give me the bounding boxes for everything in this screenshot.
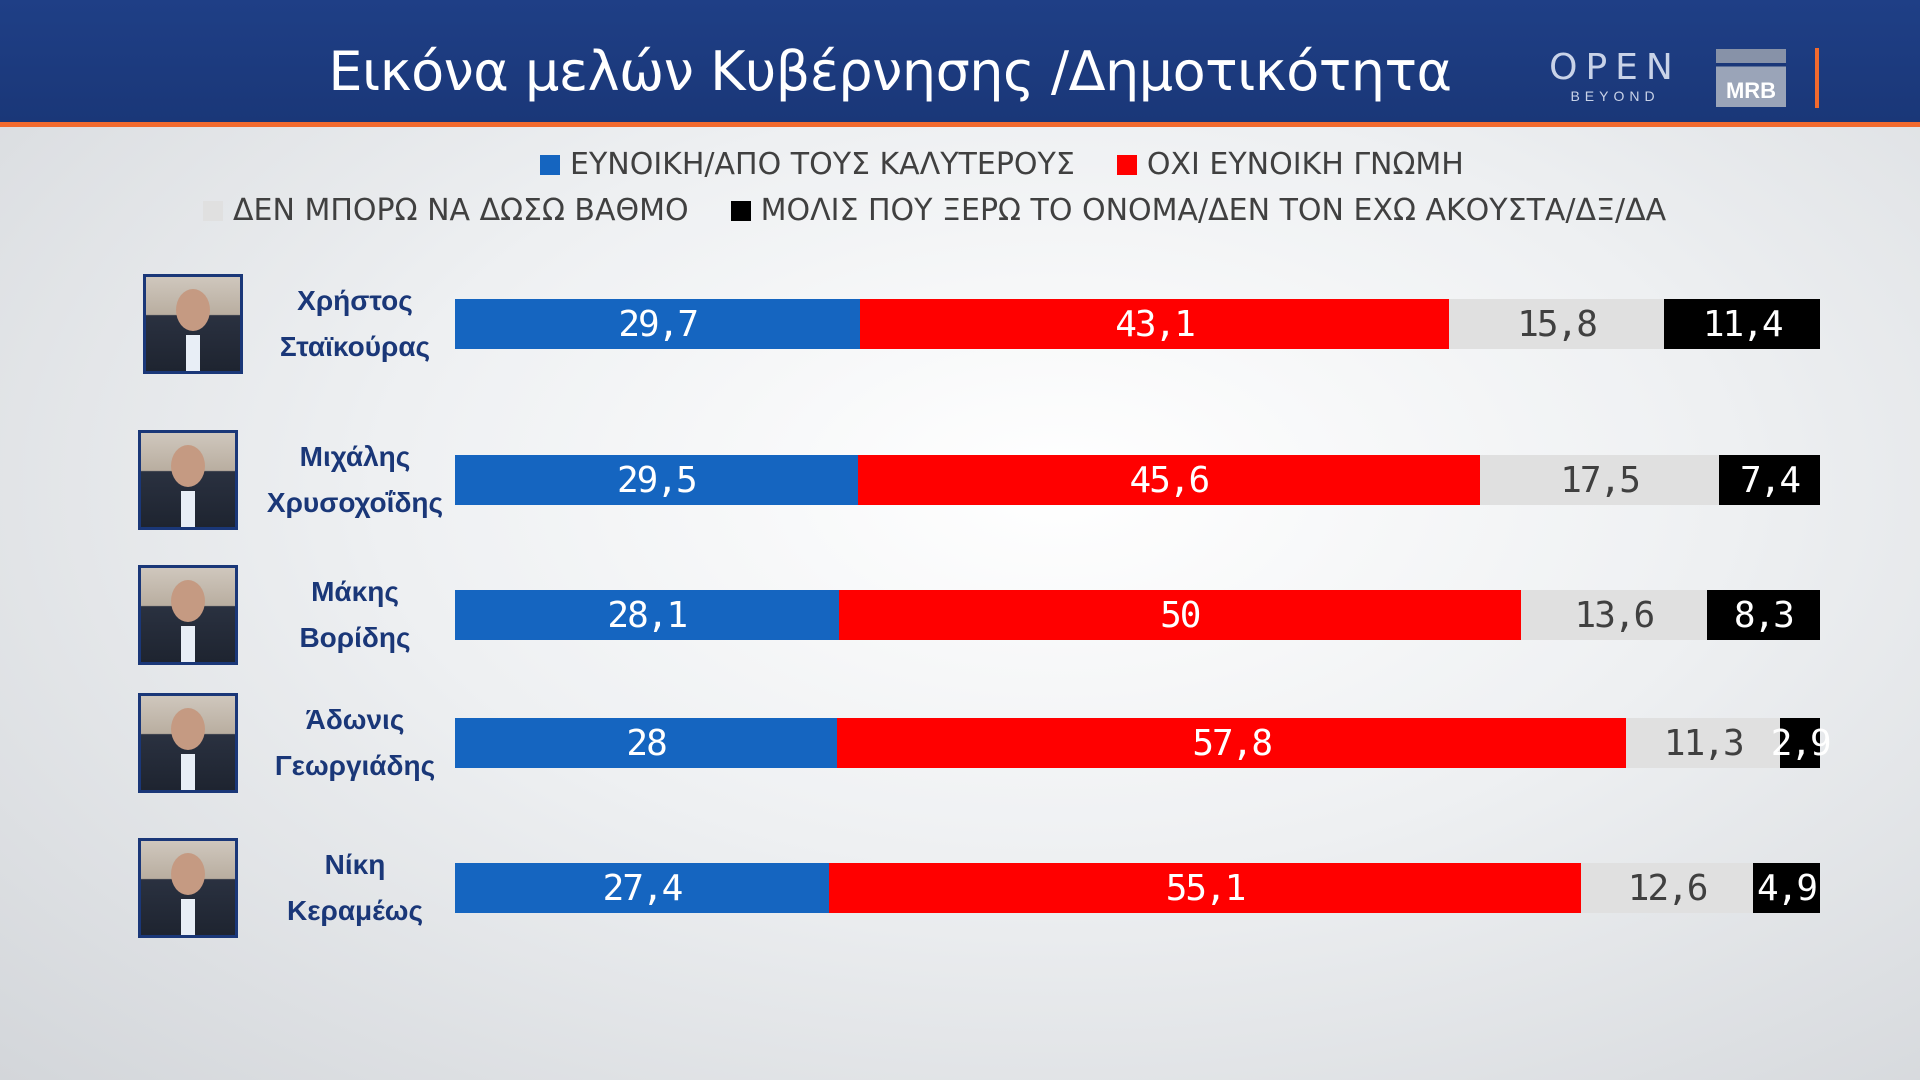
bar-segment-unknown: 4,9 <box>1753 863 1820 913</box>
value-label: 27,4 <box>602 867 684 909</box>
legend-swatch-unknown <box>730 200 751 221</box>
bar-segment-unknown: 7,4 <box>1718 455 1820 505</box>
person-photo <box>138 693 238 793</box>
last-name: Γεωργιάδης <box>274 750 436 781</box>
value-label: 4,9 <box>1757 867 1818 909</box>
header-bar: Εικόνα μελών Κυβέρνησης /Δημοτικότητα OP… <box>0 0 1920 122</box>
person-photo <box>138 565 238 665</box>
bar-segment-favorable: 27,4 <box>455 863 829 913</box>
bar-segment-unknown: 11,4 <box>1664 299 1820 349</box>
first-name: Άδωνις <box>305 704 405 735</box>
photo-head <box>176 289 210 331</box>
photo-shirt <box>181 899 195 935</box>
legend-row-1: ΕΥΝΟΙΚΗ/ΑΠΟ ΤΟΥΣ ΚΑΛΥΤΕΡΟΥΣ ΟΧΙ ΕΥΝΟΙΚΗ … <box>540 147 1506 182</box>
legend-label-favorable: ΕΥΝΟΙΚΗ/ΑΠΟ ΤΟΥΣ ΚΑΛΥΤΕΡΟΥΣ <box>570 147 1075 182</box>
category-label: Χρήστος Σταϊκούρας <box>250 278 460 370</box>
person-photo <box>138 838 238 938</box>
bar-segment-no_rating: 13,6 <box>1521 590 1707 640</box>
legend-swatch-favorable <box>540 154 560 175</box>
photo-head <box>171 580 205 622</box>
photo-shirt <box>181 626 195 662</box>
last-name: Σταϊκούρας <box>279 331 431 362</box>
legend-swatch-no-rating <box>203 200 223 221</box>
value-label: 7,4 <box>1739 459 1801 501</box>
bar-segment-favorable: 28,1 <box>455 590 839 640</box>
mrb-logo: MRB <box>1716 49 1786 107</box>
category-label: Άδωνις Γεωργιάδης <box>250 697 460 789</box>
category-label: Μιχάλης Χρυσοχοΐδης <box>250 434 460 526</box>
orange-divider <box>1815 48 1819 108</box>
value-label: 28 <box>626 722 667 764</box>
first-name: Μάκης <box>311 576 399 607</box>
legend-swatch-unfavorable <box>1116 154 1137 175</box>
value-label: 28,1 <box>607 594 688 636</box>
bar-segment-unfavorable: 57,8 <box>837 718 1627 768</box>
bar-segment-no_rating: 11,3 <box>1626 718 1781 768</box>
bar-segment-unknown: 2,9 <box>1771 718 1832 768</box>
value-label: 29,7 <box>618 303 699 345</box>
legend-item-favorable: ΕΥΝΟΙΚΗ/ΑΠΟ ΤΟΥΣ ΚΑΛΥΤΕΡΟΥΣ <box>540 147 1075 182</box>
bar-segment-favorable: 29,7 <box>455 299 861 349</box>
logo-mrb-text: MRB <box>1725 78 1777 103</box>
photo-head <box>171 445 205 487</box>
photo-head <box>171 708 205 750</box>
bar-segment-no_rating: 17,5 <box>1480 455 1719 505</box>
photo-shirt <box>181 491 195 527</box>
logo-beyond-text: BEYOND <box>1570 88 1660 104</box>
category-label: Νίκη Κεραμέως <box>250 842 460 934</box>
open-beyond-logo: OPEN BEYOND <box>1545 47 1685 105</box>
header-accent-stripe <box>0 122 1920 127</box>
bar-segment-no_rating: 12,6 <box>1581 863 1754 913</box>
photo-shirt <box>181 754 195 790</box>
logo-open-text: OPEN <box>1549 47 1681 88</box>
bar-segment-favorable: 28 <box>455 718 838 768</box>
bar-segment-unfavorable: 43,1 <box>860 299 1449 349</box>
person-photo <box>138 430 238 530</box>
value-label: 29,5 <box>616 459 698 501</box>
legend-item-no-rating: ΔΕΝ ΜΠΟΡΩ ΝΑ ΔΩΣΩ ΒΑΘΜΟ <box>203 193 689 228</box>
value-label: 2,9 <box>1770 722 1832 764</box>
value-label: 11,4 <box>1702 303 1784 345</box>
first-name: Μιχάλης <box>299 441 411 472</box>
value-label: 13,6 <box>1574 594 1656 636</box>
bar-segment-unfavorable: 55,1 <box>829 863 1582 913</box>
value-label: 11,3 <box>1663 722 1745 764</box>
legend-item-unfavorable: ΟΧΙ ΕΥΝΟΙΚΗ ΓΝΩΜΗ <box>1116 147 1464 182</box>
value-label: 45,6 <box>1129 459 1211 501</box>
legend-label-unfavorable: ΟΧΙ ΕΥΝΟΙΚΗ ΓΝΩΜΗ <box>1146 147 1464 182</box>
value-label: 55,1 <box>1165 867 1247 909</box>
legend-label-no-rating: ΔΕΝ ΜΠΟΡΩ ΝΑ ΔΩΣΩ ΒΑΘΜΟ <box>233 193 689 228</box>
legend-row-2: ΔΕΝ ΜΠΟΡΩ ΝΑ ΔΩΣΩ ΒΑΘΜΟ ΜΟΛΙΣ ΠΟΥ ΞΕΡΩ Τ… <box>203 193 1708 228</box>
last-name: Βορίδης <box>299 622 411 653</box>
first-name: Χρήστος <box>297 285 413 316</box>
photo-shirt <box>186 335 200 371</box>
page-title: Εικόνα μελών Κυβέρνησης /Δημοτικότητα <box>328 40 1452 103</box>
first-name: Νίκη <box>324 849 386 880</box>
bar-segment-unknown: 8,3 <box>1706 590 1820 640</box>
value-label: 50 <box>1160 594 1201 636</box>
category-label: Μάκης Βορίδης <box>250 569 460 661</box>
legend-item-unknown: ΜΟΛΙΣ ΠΟΥ ΞΕΡΩ ΤΟ ΟΝΟΜΑ/ΔΕΝ ΤΟΝ ΕΧΩ ΑΚΟΥ… <box>730 193 1667 228</box>
last-name: Χρυσοχοΐδης <box>266 487 444 518</box>
last-name: Κεραμέως <box>286 895 424 926</box>
value-label: 17,5 <box>1560 459 1641 501</box>
value-label: 43,1 <box>1115 303 1196 345</box>
bar-segment-unfavorable: 45,6 <box>857 455 1481 505</box>
value-label: 12,6 <box>1627 867 1709 909</box>
bar-segment-unfavorable: 50 <box>838 590 1522 640</box>
photo-head <box>171 853 205 895</box>
legend-label-unknown: ΜΟΛΙΣ ΠΟΥ ΞΕΡΩ ΤΟ ΟΝΟΜΑ/ΔΕΝ ΤΟΝ ΕΧΩ ΑΚΟΥ… <box>760 193 1667 228</box>
value-label: 57,8 <box>1192 722 1273 764</box>
value-label: 8,3 <box>1733 594 1795 636</box>
value-label: 15,8 <box>1517 303 1598 345</box>
person-photo <box>143 274 243 374</box>
bar-segment-favorable: 29,5 <box>455 455 858 505</box>
bar-segment-no_rating: 15,8 <box>1448 299 1665 349</box>
